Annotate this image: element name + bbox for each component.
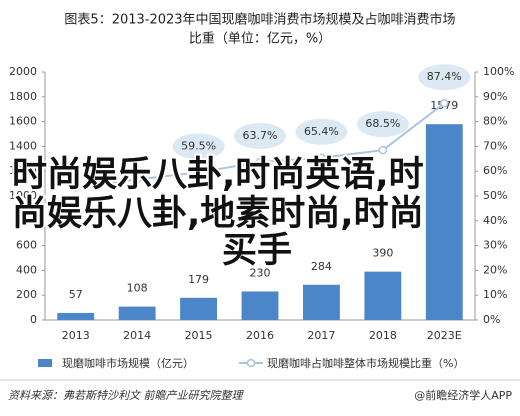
watermark: 时尚娱乐八卦,时尚英语,时	[12, 155, 424, 195]
legend-label: 现磨咖啡市场规模（亿元）	[62, 356, 194, 370]
y2-tick-label: 80%	[483, 115, 507, 128]
y2-tick-label: 50%	[483, 189, 507, 202]
y2-tick-label: 0%	[483, 313, 500, 326]
data-label: 179	[188, 273, 209, 286]
x-tick-label: 2016	[246, 329, 274, 342]
y-tick-label: 1800	[9, 90, 37, 103]
data-label: 390	[372, 247, 393, 260]
data-label: 284	[311, 260, 332, 273]
y2-tick-label: 90%	[483, 90, 507, 103]
legend-swatch	[38, 359, 52, 367]
label-bubble	[356, 111, 409, 138]
x-tick-label: 2013	[62, 329, 90, 342]
chart-title: 图表5：2013-2023年中国现磨咖啡消费市场规模及占咖啡消费市场	[64, 12, 455, 28]
y-tick-label: 2000	[9, 65, 37, 78]
label-bubble	[418, 64, 471, 91]
data-label: 87.4%	[427, 70, 462, 83]
data-label: 57	[69, 288, 83, 301]
point	[378, 145, 388, 155]
y2-tick-label: 10%	[483, 288, 507, 301]
y2-tick-label: 60%	[483, 164, 507, 177]
data-label: 63.7%	[243, 129, 278, 142]
data-label: 108	[127, 282, 148, 295]
label-bubble	[295, 118, 348, 145]
y2-tick-label: 40%	[483, 214, 507, 227]
point	[317, 153, 326, 163]
data-label: 230	[250, 266, 271, 279]
x-tick-label: 2015	[185, 329, 213, 342]
bar	[118, 306, 156, 320]
legend-label: 现磨咖啡占咖啡整体市场规模比重（%）	[267, 356, 464, 370]
bar	[180, 297, 217, 320]
legend-swatch	[246, 358, 256, 368]
x-tick-label: 2023E	[427, 329, 462, 342]
y-tick-label: 0	[30, 313, 37, 326]
y-tick-label: 600	[16, 239, 37, 252]
y2-tick-label: 30%	[483, 239, 507, 252]
bar	[303, 284, 340, 320]
watermark: 买手	[222, 231, 292, 271]
watermark: 尚娱乐八卦,地素时尚,时尚	[12, 194, 424, 234]
bar	[425, 124, 463, 320]
y-tick-label: 800	[16, 214, 37, 227]
y2-tick-label: 70%	[483, 139, 507, 152]
point	[440, 98, 449, 108]
bar	[364, 271, 402, 320]
point	[71, 183, 80, 192]
y-tick-label: 400	[16, 263, 37, 276]
x-tick-label: 2014	[123, 329, 151, 342]
x-tick-label: 2018	[369, 329, 397, 342]
point	[132, 175, 142, 184]
data-label: 65.4%	[304, 125, 339, 138]
y2-tick-label: 100%	[483, 65, 514, 78]
y-tick-label: 1600	[9, 115, 37, 128]
x-tick-label: 2017	[307, 329, 335, 342]
y-tick-label: 1400	[9, 139, 37, 152]
data-label: 68.5%	[365, 117, 400, 130]
chart-title: 比重（单位：亿元，%）	[189, 31, 331, 47]
label-bubble	[234, 123, 286, 150]
bar	[241, 291, 279, 320]
y-tick-label: 200	[16, 288, 37, 301]
data-label: 59.5%	[181, 139, 216, 152]
brand: @前瞻经济学人APP	[414, 388, 512, 402]
source: 资料来源：弗若斯特沙利文 前瞻产业研究院整理	[8, 389, 244, 402]
y-tick-label: 1200	[9, 164, 37, 177]
label-bubble	[172, 133, 225, 160]
bar	[57, 312, 95, 320]
point	[255, 157, 265, 167]
point	[194, 168, 203, 177]
y2-tick-label: 20%	[483, 263, 507, 276]
y-tick-label: 1000	[9, 189, 37, 202]
